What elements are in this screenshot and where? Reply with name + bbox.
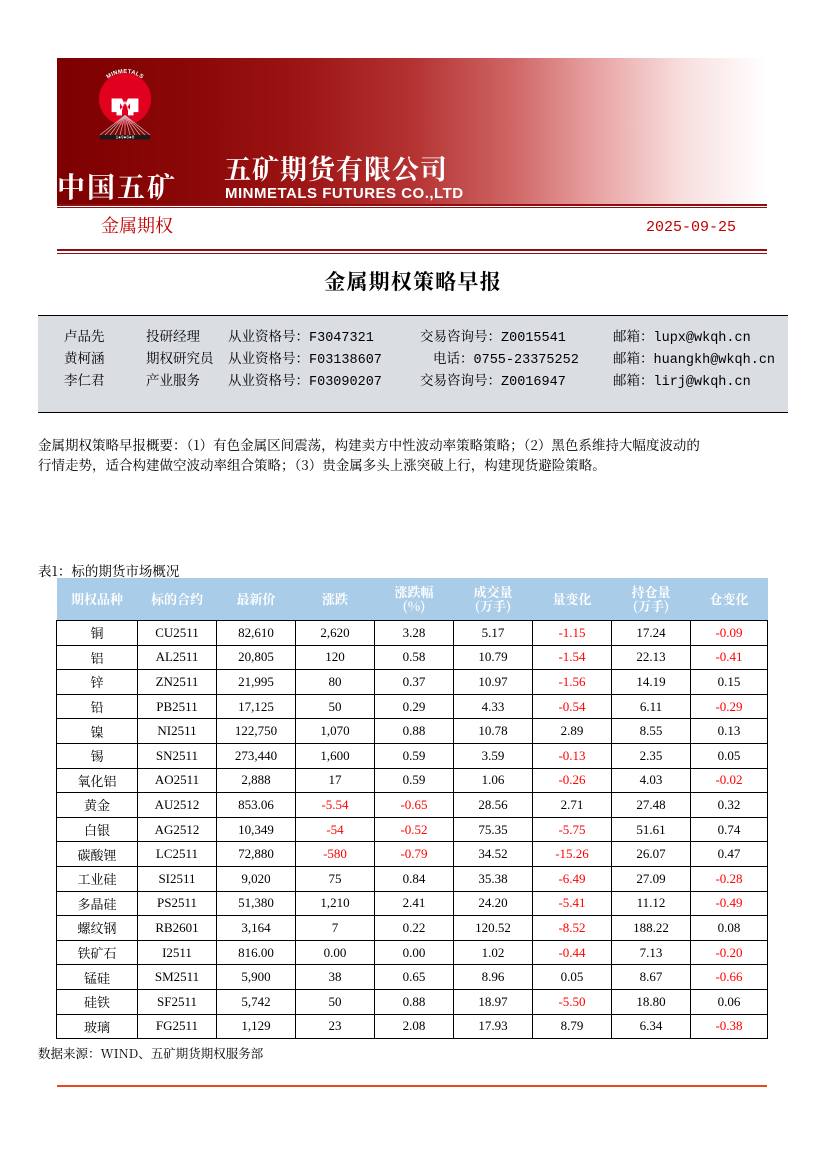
svg-text:1●9●6●0: 1●9●6●0: [116, 136, 135, 141]
